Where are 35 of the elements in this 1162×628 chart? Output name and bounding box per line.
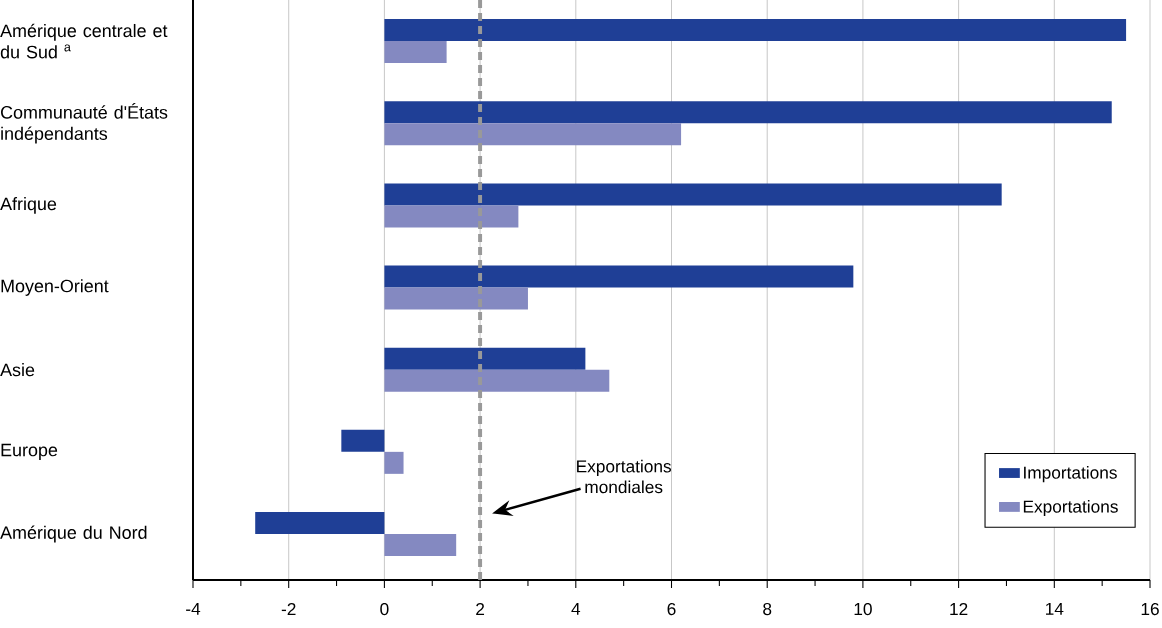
x-tick-label: 10 [854, 602, 872, 616]
bar [384, 205, 519, 228]
bar [384, 369, 610, 392]
y-tick-label: Communauté d'États indépendants [1, 102, 168, 144]
x-tick-label: 4 [571, 602, 581, 615]
x-tick-label: 2 [476, 602, 485, 615]
y-tick-label: Afrique [0, 197, 57, 214]
bar [384, 347, 586, 370]
x-tick-label: 0 [380, 602, 389, 616]
bar [341, 429, 385, 452]
x-tick-label: -2 [281, 602, 296, 615]
legend-label: Exportations [1023, 500, 1118, 517]
x-tick-label: -4 [186, 602, 201, 615]
legend-label: Importations [1024, 466, 1117, 483]
bar [255, 512, 385, 534]
bar [384, 534, 457, 556]
bar [384, 123, 682, 146]
annotation: Exportations mondiales [577, 459, 672, 494]
y-tick-label: Moyen-Orient [1, 279, 109, 296]
x-tick-label: 12 [950, 602, 968, 615]
x-tick-label: 16 [1141, 602, 1159, 616]
x-tick-label: 6 [667, 602, 676, 616]
bar [384, 287, 528, 310]
y-tick-label: Amérique du Nord [0, 525, 147, 543]
bar [384, 101, 1112, 124]
bar [384, 265, 854, 288]
bar [384, 19, 1127, 42]
y-tick-label: Amérique centrale et du Sud $^{a}$ [0, 23, 168, 59]
x-tick-label: 14 [1046, 602, 1064, 615]
x-tick-label: 8 [763, 602, 772, 616]
bar [384, 183, 1002, 206]
bar [384, 41, 447, 64]
y-tick-label: Asie [0, 363, 35, 377]
y-tick-label: Europe [1, 443, 58, 460]
bar [384, 451, 404, 474]
